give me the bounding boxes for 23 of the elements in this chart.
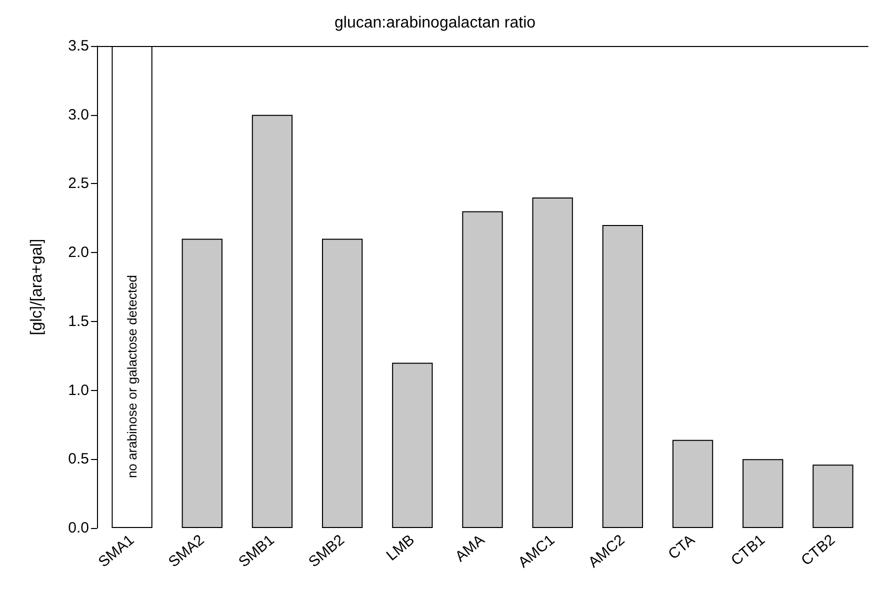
bar — [462, 211, 503, 528]
bar — [672, 440, 714, 528]
annotation: no arabinose or galactose detected — [124, 274, 140, 478]
y-axis-title: [glc]/[ara+gal] — [28, 238, 46, 336]
x-tick-label: CTA — [665, 531, 698, 564]
chart-title: glucan:arabinogalactan ratio — [334, 14, 536, 32]
y-tick-label: 2.0 — [68, 244, 89, 262]
y-tick-label: 3.5 — [68, 38, 89, 54]
bar — [182, 238, 222, 528]
y-tick-label: 2.5 — [68, 175, 89, 192]
bar — [532, 197, 573, 528]
y-tick-label: 1.5 — [68, 312, 89, 330]
bar — [742, 459, 784, 528]
y-tick-label: 3.0 — [68, 106, 89, 124]
bar — [392, 362, 433, 528]
bar — [322, 238, 363, 528]
x-tick-label: LMB — [383, 531, 418, 564]
y-tick-label: 0.0 — [68, 520, 89, 536]
bar — [252, 114, 293, 528]
y-tick-label: 0.5 — [68, 450, 89, 468]
bar — [602, 225, 644, 528]
y-tick-label: 1.0 — [68, 382, 89, 399]
bar — [812, 464, 854, 528]
